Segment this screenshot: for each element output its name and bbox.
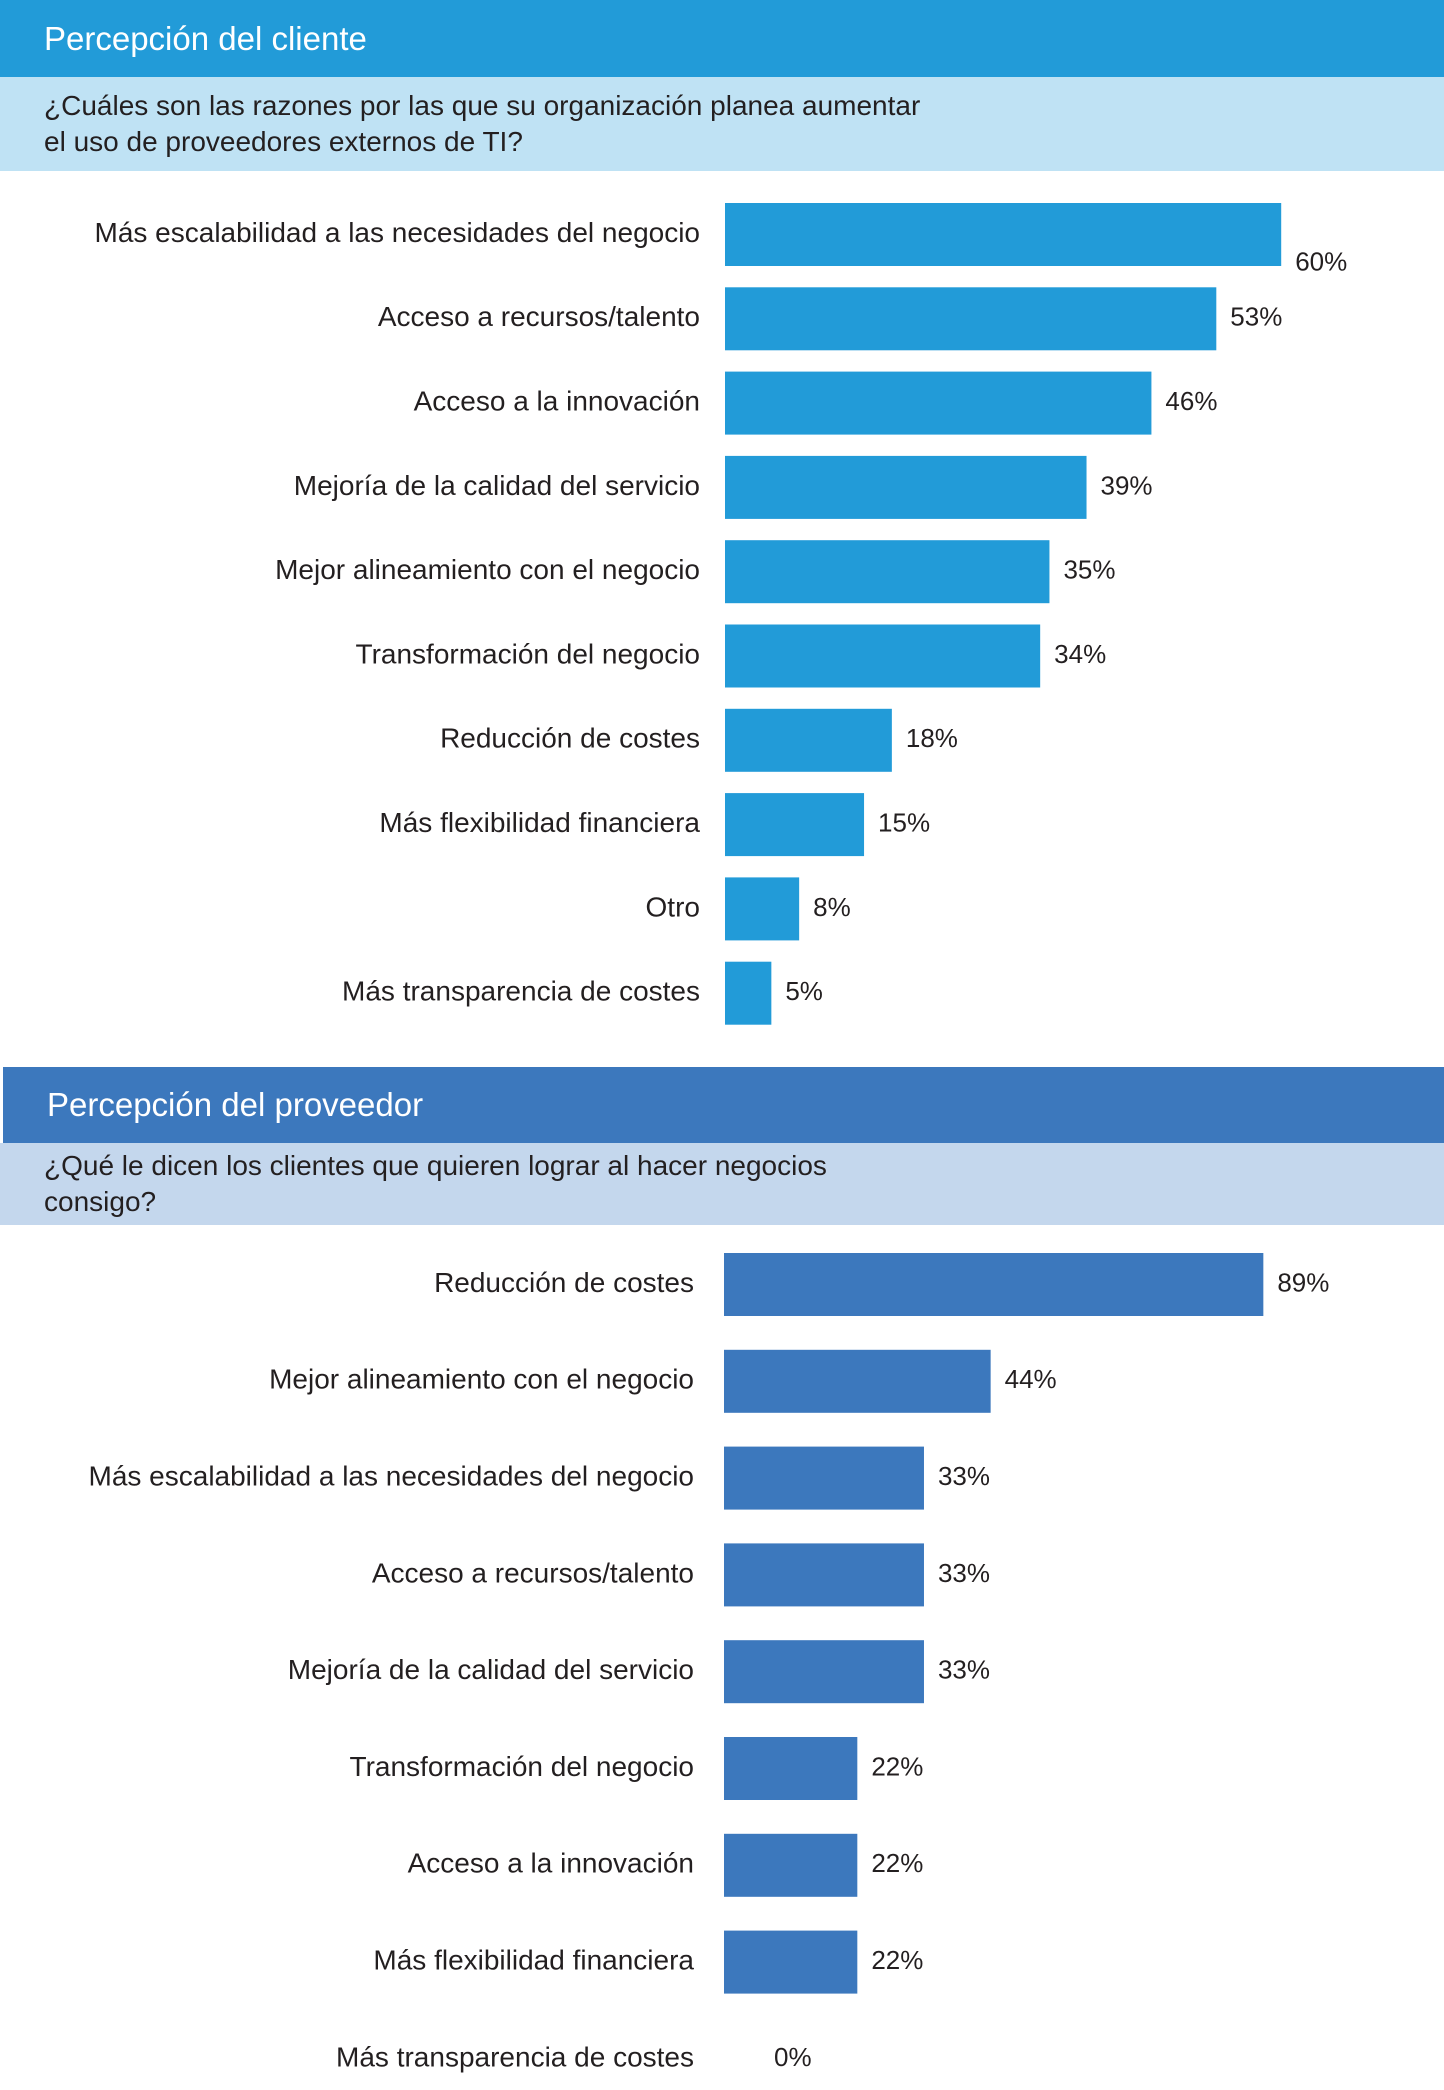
client-category-label: Más escalabilidad a las necesidades del … [95, 217, 701, 248]
provider-bar [724, 1640, 924, 1704]
provider-category-label: Acceso a la innovación [408, 1848, 694, 1879]
client-value-label: 8% [813, 892, 851, 922]
client-category-label: Acceso a la innovación [414, 385, 700, 416]
provider-bar-chart: Reducción de costes 89% Mejor alineamiento… [0, 1225, 1444, 2090]
client-category-label: Mejor alineamiento con el negocio [275, 554, 700, 585]
provider-category-label: Más transparencia de costes [336, 2041, 694, 2072]
client-category-label: Mejoría de la calidad del servicio [294, 470, 700, 501]
client-category-label: Más transparencia de costes [342, 976, 700, 1007]
client-question-text: ¿Cuáles son las razones por las que su o… [44, 90, 921, 157]
client-value-label: 18% [906, 723, 958, 753]
client-category-label: Más flexibilidad financiera [379, 807, 700, 838]
provider-bar [724, 1833, 858, 1897]
client-bar [725, 961, 772, 1025]
provider-category-label: Más flexibilidad financiera [373, 1944, 694, 1975]
provider-value-label: 89% [1277, 1267, 1329, 1297]
client-category-label: Reducción de costes [440, 723, 700, 754]
provider-value-label: 33% [938, 1461, 990, 1491]
provider-bar [724, 1446, 924, 1510]
client-value-label: 34% [1054, 639, 1106, 669]
provider-value-label: 22% [871, 1848, 923, 1878]
client-value-label: 53% [1230, 302, 1282, 332]
client-value-label: 46% [1165, 386, 1217, 416]
provider-value-label: 22% [871, 1945, 923, 1975]
client-bar [725, 793, 865, 857]
client-value-label: 15% [878, 807, 930, 837]
client-value-label: 35% [1063, 555, 1115, 585]
provider-category-label: Acceso a recursos/talento [372, 1557, 694, 1588]
provider-category-label: Mejoría de la calidad del servicio [288, 1654, 694, 1685]
client-bar-chart: Más escalabilidad a las necesidades del … [0, 171, 1444, 1067]
provider-value-label: 33% [938, 1558, 990, 1588]
client-section-header: Percepción del cliente [0, 0, 1444, 77]
client-value-label: 60% [1295, 246, 1347, 276]
provider-question-text: ¿Qué le dicen los clientes que quieren l… [44, 1150, 827, 1217]
provider-value-label: 0% [774, 2042, 812, 2072]
client-bar [725, 540, 1050, 604]
provider-bar [724, 1253, 1264, 1316]
client-bar [725, 371, 1152, 435]
client-bar [725, 708, 892, 772]
provider-bar [724, 1349, 991, 1413]
provider-section-header: Percepción del proveedor [3, 1067, 1444, 1143]
provider-bar [724, 1930, 858, 1994]
provider-section-title: Percepción del proveedor [47, 1086, 424, 1123]
provider-category-label: Reducción de costes [434, 1267, 694, 1298]
provider-category-label: Más escalabilidad a las necesidades del … [89, 1460, 695, 1491]
client-question: ¿Cuáles son las razones por las que su o… [0, 77, 1444, 171]
provider-category-label: Mejor alineamiento con el negocio [269, 1364, 694, 1395]
client-bar [725, 877, 800, 941]
client-bar [725, 287, 1217, 351]
provider-category-label: Transformación del negocio [350, 1751, 694, 1782]
client-category-label: Acceso a recursos/talento [378, 301, 700, 332]
client-section-title: Percepción del cliente [44, 19, 367, 57]
client-bar-chart-svg: Más escalabilidad a las necesidades del … [95, 203, 1347, 1025]
client-bar [725, 455, 1087, 519]
client-value-label: 5% [785, 976, 823, 1006]
client-category-label: Otro [646, 891, 700, 922]
client-value-label: 39% [1101, 470, 1153, 500]
client-bar [725, 624, 1041, 688]
provider-value-label: 22% [871, 1751, 923, 1781]
provider-bar [724, 1543, 924, 1607]
provider-value-label: 33% [938, 1655, 990, 1685]
provider-bar-chart-svg: Reducción de costes 89% Mejor alineamiento… [89, 1253, 1329, 2072]
provider-bar [724, 1737, 858, 1800]
provider-question: ¿Qué le dicen los clientes que quieren l… [0, 1143, 1444, 1225]
client-bar [725, 203, 1282, 266]
provider-value-label: 44% [1005, 1364, 1057, 1394]
client-category-label: Transformación del negocio [356, 638, 700, 669]
